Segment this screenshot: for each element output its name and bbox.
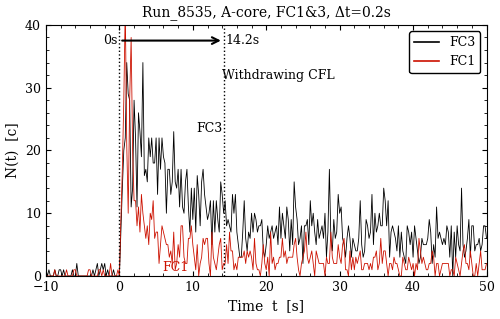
FC3 xyxy=(454,224,460,228)
FC3 xyxy=(43,268,49,272)
Line: FC3: FC3 xyxy=(46,63,486,276)
FC1 xyxy=(346,274,352,278)
FC3 xyxy=(224,224,230,228)
FC1 xyxy=(222,262,228,265)
FC1 xyxy=(391,255,397,259)
FC1 xyxy=(484,262,490,265)
FC1 xyxy=(237,255,243,259)
Text: 0s: 0s xyxy=(104,34,118,47)
Line: FC1: FC1 xyxy=(46,6,486,276)
Text: Withdrawing CFL: Withdrawing CFL xyxy=(222,69,335,82)
Y-axis label: N(t)  [c]: N(t) [c] xyxy=(6,122,20,178)
FC3 xyxy=(418,255,424,259)
FC3 xyxy=(347,236,353,240)
Title: Run_8535, A-core, FC1&3, Δt=0.2s: Run_8535, A-core, FC1&3, Δt=0.2s xyxy=(142,5,390,20)
FC1 xyxy=(452,255,458,259)
FC3 xyxy=(44,274,51,278)
Text: FC3: FC3 xyxy=(196,122,222,135)
FC1 xyxy=(122,4,128,8)
FC1 xyxy=(43,274,49,278)
FC3 xyxy=(238,255,244,259)
FC1 xyxy=(416,236,422,240)
FC3 xyxy=(484,236,490,240)
X-axis label: Time  t  [s]: Time t [s] xyxy=(228,300,304,314)
FC3 xyxy=(392,236,398,240)
Text: 14.2s: 14.2s xyxy=(226,34,260,47)
FC3 xyxy=(124,61,130,64)
Text: FC1: FC1 xyxy=(162,261,188,274)
Legend: FC3, FC1: FC3, FC1 xyxy=(409,31,480,73)
